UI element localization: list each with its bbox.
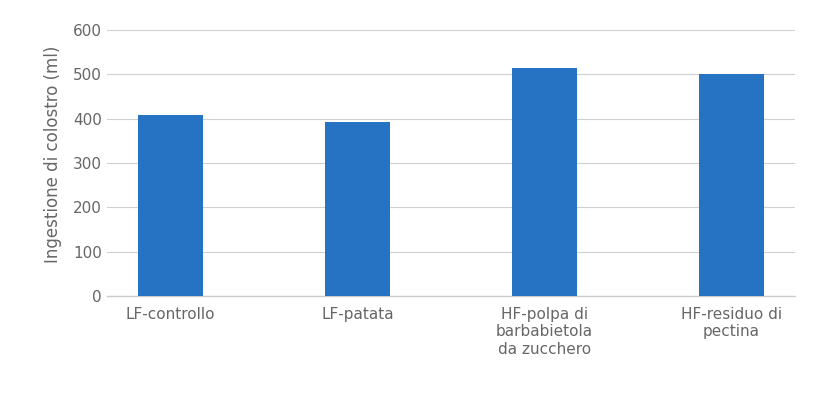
Bar bbox=[511, 68, 577, 296]
Bar bbox=[324, 122, 390, 296]
Y-axis label: Ingestione di colostro (ml): Ingestione di colostro (ml) bbox=[43, 46, 61, 263]
Bar bbox=[698, 74, 763, 296]
Bar bbox=[138, 115, 203, 296]
